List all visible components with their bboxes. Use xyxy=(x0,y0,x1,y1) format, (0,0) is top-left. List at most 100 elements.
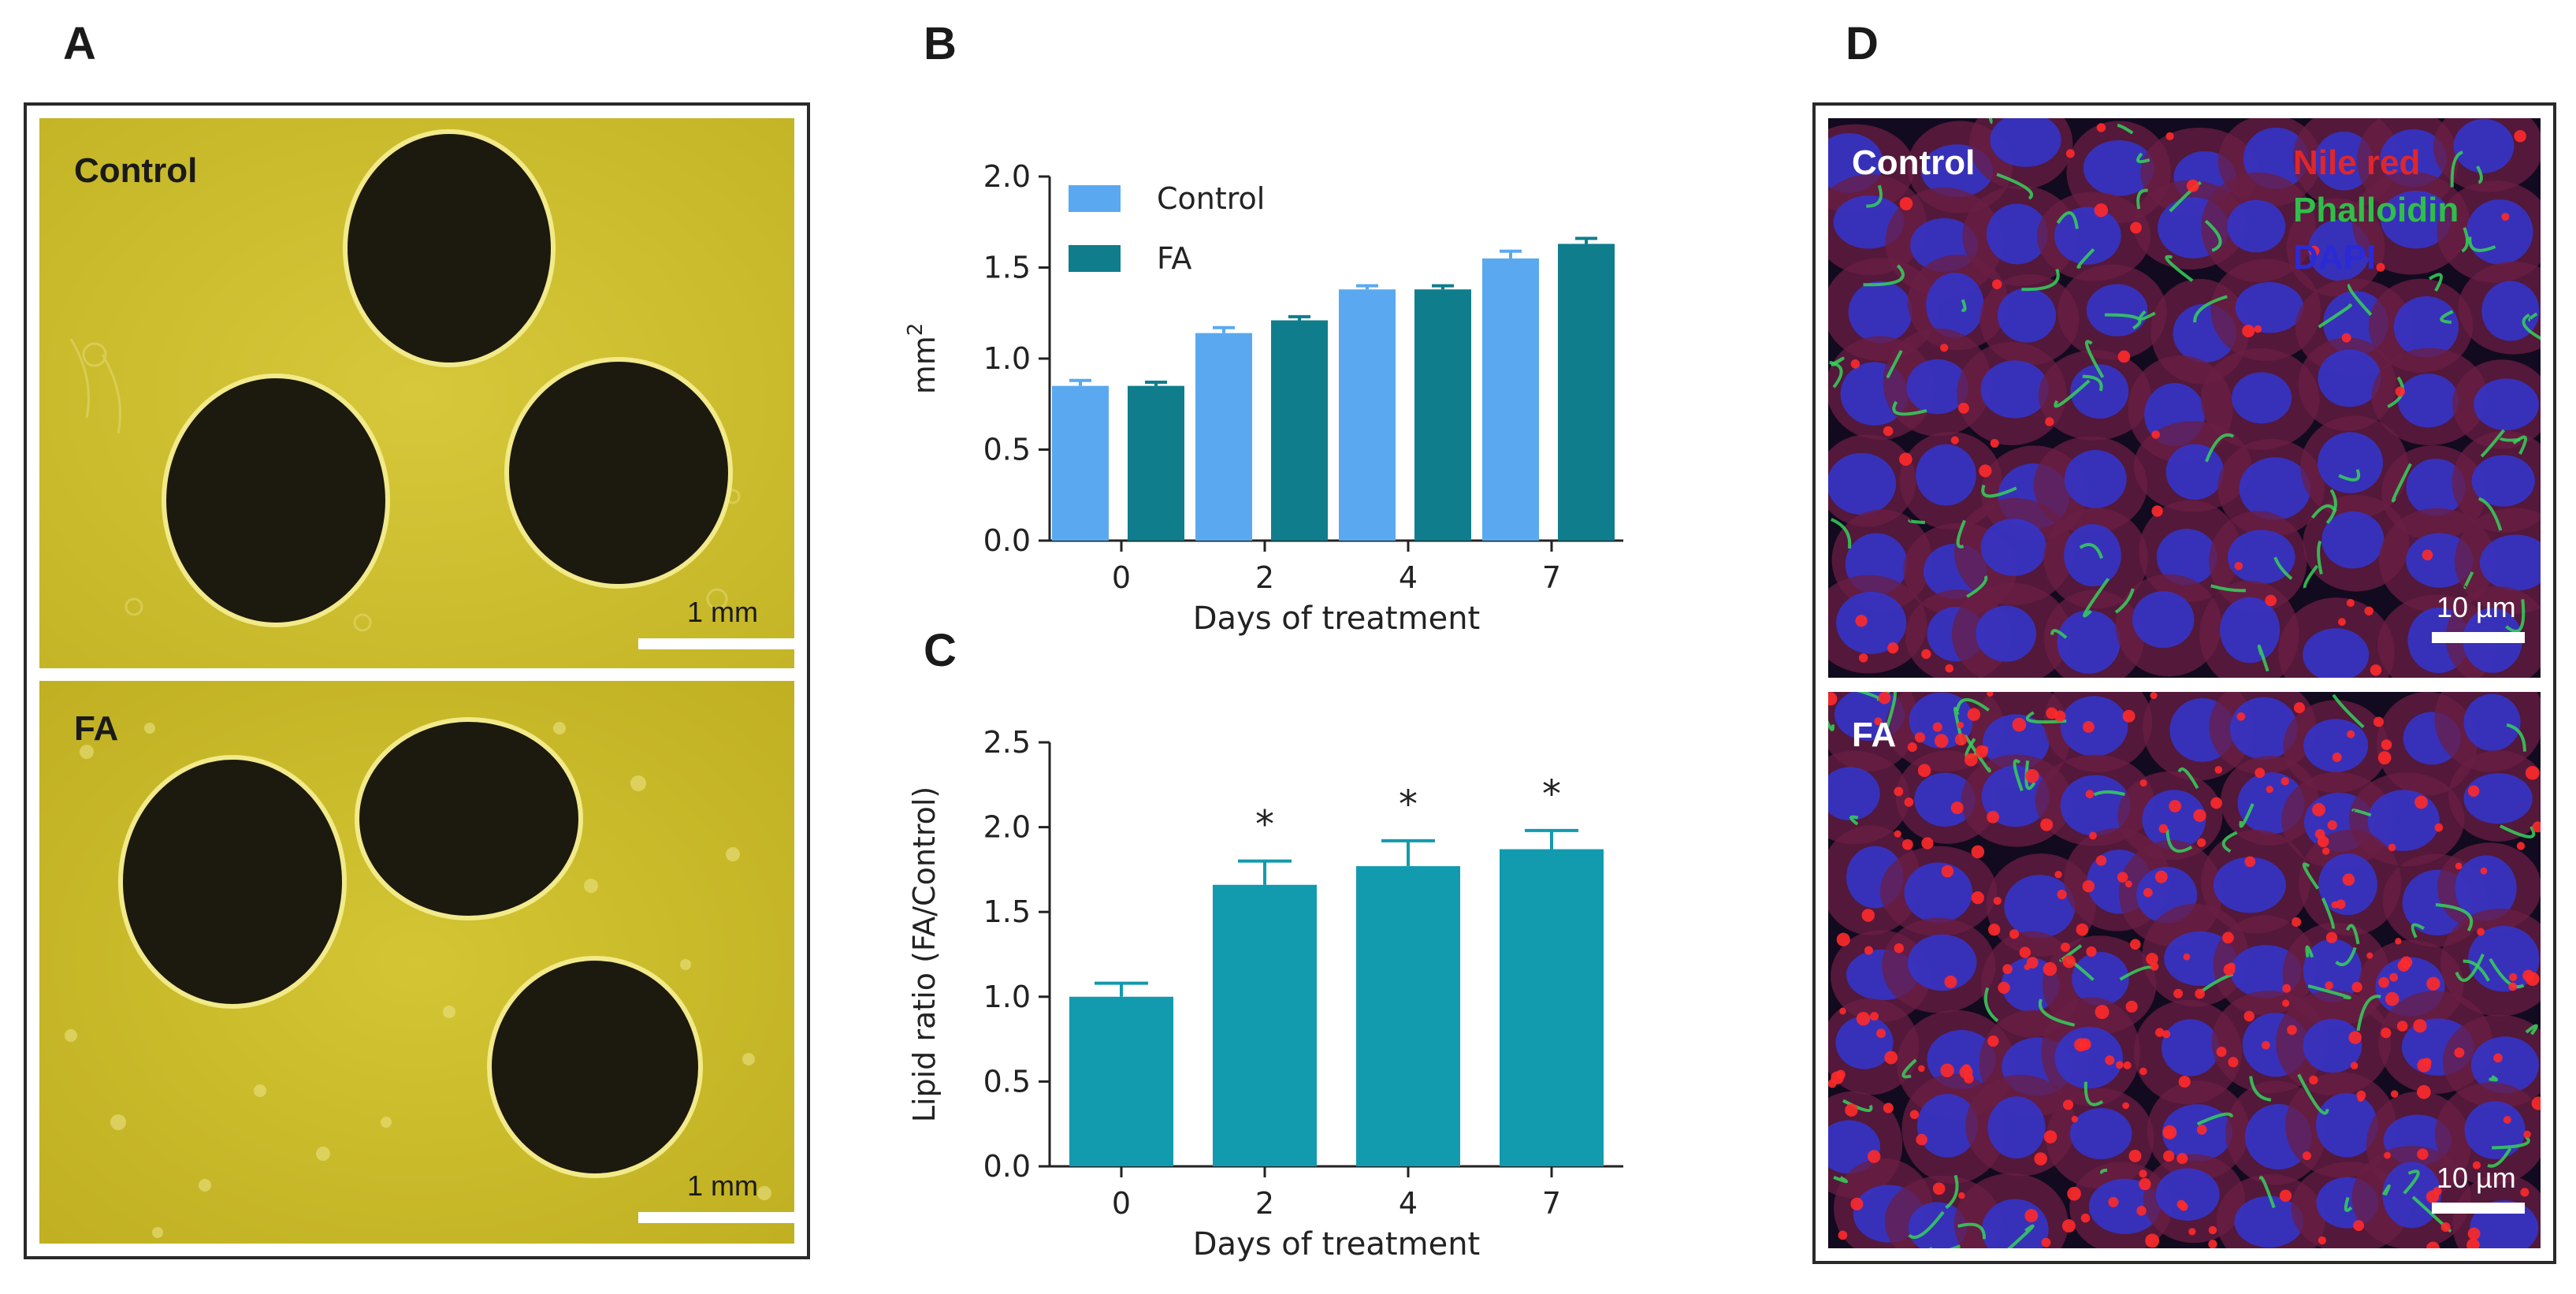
actin-filament xyxy=(2013,759,2024,791)
actin-filament xyxy=(1996,173,2034,200)
actin-filament xyxy=(2428,273,2443,292)
actin-filament xyxy=(2347,283,2373,316)
lipid-droplet xyxy=(2176,1199,2186,1209)
actin-filament xyxy=(2249,1076,2272,1102)
lipid-droplet xyxy=(2196,1125,2207,1135)
lipid-droplet xyxy=(2426,1241,2440,1248)
lipid-droplet xyxy=(2067,1186,2081,1201)
nucleus xyxy=(2235,282,2304,333)
lipid-droplet xyxy=(2342,873,2355,886)
lipid-droplet xyxy=(2234,562,2243,571)
lipid-droplet xyxy=(2054,871,2062,879)
actin-filament xyxy=(1885,692,1897,728)
lipid-droplet xyxy=(2117,872,2128,883)
nucleus xyxy=(1997,288,2057,343)
lipid-droplet xyxy=(1899,197,1913,210)
actin-filament xyxy=(2505,599,2526,633)
actin-filament xyxy=(2440,310,2454,324)
nucleus xyxy=(2382,1162,2441,1229)
lipid-droplet xyxy=(2455,862,2463,870)
bar xyxy=(1558,244,1615,541)
lipid-droplet xyxy=(2188,1228,2196,1236)
lipid-droplet xyxy=(1988,924,2001,936)
lipid-droplet xyxy=(2062,1099,2074,1110)
actin-filament xyxy=(2403,1169,2420,1195)
nucleus xyxy=(2380,129,2447,188)
nucleus xyxy=(2314,131,2373,191)
lipid-droplet xyxy=(2522,969,2534,982)
actin-filament xyxy=(2084,340,2105,378)
lipid-droplet xyxy=(2083,720,2095,733)
lipid-droplet xyxy=(2373,716,2384,727)
nucleus xyxy=(2072,952,2129,1006)
nucleus xyxy=(1828,1120,1881,1174)
lipid-droplet xyxy=(1874,717,1883,726)
lipid-droplet xyxy=(2074,1038,2087,1052)
lipid-droplet xyxy=(2124,880,2132,888)
lipid-droplet xyxy=(2178,1075,2191,1088)
actin-filament xyxy=(2169,180,2202,213)
lipid-droplet xyxy=(1957,721,1965,729)
nucleus xyxy=(2455,855,2517,921)
bar xyxy=(1213,884,1317,1166)
lipid-droplet xyxy=(2145,1233,2160,1248)
panel-a-frame: Control 1 mm FA 1 xyxy=(24,102,810,1259)
panel-d-top-scale-bar xyxy=(2432,632,2525,643)
lipid-droplet xyxy=(2381,1028,2392,1039)
lipid-droplet xyxy=(2024,1209,2039,1223)
nucleus xyxy=(2463,773,2533,824)
lipid-droplet xyxy=(2043,1130,2057,1143)
actin-filament xyxy=(1833,1176,1849,1184)
lipid-droplet xyxy=(2395,938,2402,945)
lipid-droplet xyxy=(2467,785,2480,797)
actin-filament xyxy=(1849,815,1859,826)
nucleus xyxy=(2381,190,2451,249)
nucleus xyxy=(2479,534,2541,591)
nucleus xyxy=(2303,939,2362,1002)
nucleus xyxy=(2054,206,2121,265)
y-tick-label: 2.0 xyxy=(983,159,1031,194)
actin-filament xyxy=(2082,374,2103,392)
actin-filament xyxy=(2136,188,2148,210)
lipid-droplet xyxy=(2162,1125,2177,1140)
actin-filament xyxy=(2332,693,2365,729)
nucleus xyxy=(2165,444,2225,500)
lipid-droplet xyxy=(2395,386,2406,397)
actin-filament xyxy=(2525,1024,2538,1036)
lipid-droplet xyxy=(2318,1236,2327,1245)
lipid-droplet xyxy=(1845,1103,1858,1117)
actin-filament xyxy=(2305,945,2314,958)
nucleus xyxy=(2466,199,2533,265)
lipid-droplet xyxy=(2208,1240,2217,1248)
actin-filament xyxy=(2450,151,2463,188)
lipid-droplet xyxy=(1958,403,1969,414)
actin-filament xyxy=(1957,1222,1986,1240)
control-spheroids-image xyxy=(39,118,794,668)
x-tick-label: 7 xyxy=(1542,1186,1561,1221)
actin-filament xyxy=(1963,734,1991,773)
actin-filament xyxy=(2318,303,2352,329)
lipid-droplet xyxy=(2520,1188,2530,1197)
actin-filament xyxy=(2117,123,2134,135)
actin-filament xyxy=(2136,152,2150,164)
x-tick-label: 2 xyxy=(1255,1186,1274,1221)
actin-filament xyxy=(2021,268,2060,292)
nucleus xyxy=(1926,272,1984,338)
lipid-droplet xyxy=(1967,708,1981,721)
lipid-droplet xyxy=(1991,279,2002,289)
nucleus xyxy=(2162,1104,2233,1162)
lipid-droplet xyxy=(2150,962,2159,971)
lipid-droplet xyxy=(2353,1220,2365,1232)
lipid-droplet xyxy=(2414,795,2428,809)
lipid-droplet xyxy=(2282,999,2290,1007)
chart-b: 0.0 0.5 1.0 1.5 2.0 0 2 4 7 Days of treatment mm2 C… xyxy=(904,159,1623,637)
nucleus xyxy=(1906,359,1968,415)
nucleus xyxy=(2156,529,2217,586)
nucleus xyxy=(1836,591,1907,654)
lipid-droplet xyxy=(1987,810,2000,824)
lipid-droplet xyxy=(1998,981,2010,995)
lipid-droplet xyxy=(2292,917,2302,928)
lipid-droplet xyxy=(2080,1213,2091,1223)
y-axis-label: mm2 xyxy=(904,323,942,395)
lipid-droplet xyxy=(1904,798,1914,807)
